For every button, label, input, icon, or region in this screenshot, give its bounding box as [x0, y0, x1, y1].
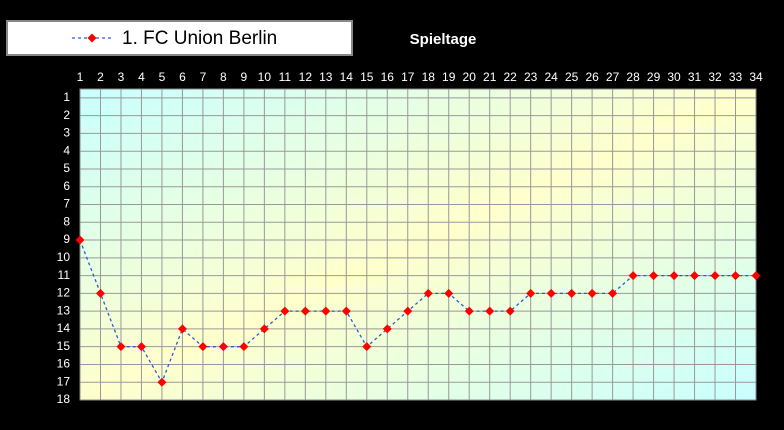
x-tick-label: 26	[585, 70, 599, 84]
x-tick-label: 27	[606, 70, 620, 84]
marker	[239, 342, 249, 352]
x-tick-label: 21	[483, 70, 497, 84]
marker	[751, 271, 761, 281]
y-tick-label: 17	[57, 374, 71, 388]
x-tick-label: 31	[688, 70, 702, 84]
marker	[341, 306, 351, 316]
y-tick-label: 14	[57, 321, 71, 335]
marker	[485, 306, 495, 316]
marker	[116, 342, 126, 352]
x-tick-label: 13	[319, 70, 333, 84]
marker	[649, 271, 659, 281]
x-tick-label: 25	[565, 70, 579, 84]
x-tick-label: 14	[340, 70, 354, 84]
marker	[136, 342, 146, 352]
marker	[505, 306, 515, 316]
y-tick-label: 2	[63, 108, 70, 122]
marker	[382, 324, 392, 334]
marker	[690, 271, 700, 281]
x-tick-label: 2	[97, 70, 104, 84]
marker	[362, 342, 372, 352]
x-tick-label: 4	[138, 70, 145, 84]
x-tick-label: 11	[279, 70, 292, 84]
y-tick-label: 15	[57, 339, 71, 353]
x-tick-label: 23	[524, 70, 538, 84]
x-tick-label: 32	[708, 70, 722, 84]
x-tick-label: 33	[729, 70, 743, 84]
x-tick-label: 22	[504, 70, 518, 84]
legend-label: 1. FC Union Berlin	[122, 28, 277, 49]
x-tick-label: 10	[258, 70, 272, 84]
x-tick-label: 19	[442, 70, 456, 84]
marker	[546, 288, 556, 298]
marker	[628, 271, 638, 281]
marker	[731, 271, 741, 281]
y-tick-label: 3	[63, 126, 70, 140]
marker	[280, 306, 290, 316]
marker	[423, 288, 433, 298]
x-tick-label: 17	[401, 70, 415, 84]
marker	[444, 288, 454, 298]
y-tick-label: 16	[57, 357, 71, 371]
x-tick-label: 28	[626, 70, 640, 84]
y-tick-label: 11	[58, 268, 71, 282]
legend-box	[6, 20, 353, 56]
marker	[669, 271, 679, 281]
y-tick-label: 7	[63, 197, 70, 211]
x-tick-label: 12	[299, 70, 313, 84]
marker	[177, 324, 187, 334]
y-tick-label: 13	[57, 303, 71, 317]
marker	[198, 342, 208, 352]
marker	[259, 324, 269, 334]
x-tick-label: 6	[179, 70, 186, 84]
plot-area	[80, 89, 756, 400]
marker	[403, 306, 413, 316]
y-tick-label: 12	[57, 286, 71, 300]
y-tick-label: 8	[63, 214, 70, 228]
series-line	[79, 239, 756, 384]
x-tick-label: 34	[749, 70, 763, 84]
marker	[526, 288, 536, 298]
marker	[608, 288, 618, 298]
x-tick-label: 18	[422, 70, 436, 84]
y-tick-label: 10	[57, 250, 71, 264]
marker	[464, 306, 474, 316]
x-tick-label: 8	[220, 70, 227, 84]
x-tick-label: 9	[241, 70, 248, 84]
marker	[300, 306, 310, 316]
y-tick-label: 4	[63, 143, 70, 157]
x-tick-label: 30	[667, 70, 681, 84]
x-tick-label: 29	[647, 70, 661, 84]
x-tick-label: 1	[77, 70, 84, 84]
marker	[95, 288, 105, 298]
legend-marker	[87, 33, 97, 43]
y-tick-label: 6	[63, 179, 70, 193]
marker	[587, 288, 597, 298]
y-tick-label: 9	[63, 232, 70, 246]
y-tick-label: 5	[63, 161, 70, 175]
marker	[710, 271, 720, 281]
x-tick-label: 3	[118, 70, 125, 84]
chart-title: Spieltage	[410, 31, 477, 48]
x-tick-label: 16	[381, 70, 395, 84]
x-tick-label: 5	[159, 70, 166, 84]
y-tick-label: 18	[57, 392, 71, 406]
y-tick-label: 1	[63, 90, 70, 104]
marker	[157, 377, 167, 387]
marker	[321, 306, 331, 316]
marker	[218, 342, 228, 352]
x-tick-label: 24	[544, 70, 558, 84]
marker	[567, 288, 577, 298]
x-tick-label: 20	[463, 70, 477, 84]
x-tick-label: 7	[200, 70, 207, 84]
x-tick-label: 15	[360, 70, 374, 84]
marker	[75, 235, 85, 245]
